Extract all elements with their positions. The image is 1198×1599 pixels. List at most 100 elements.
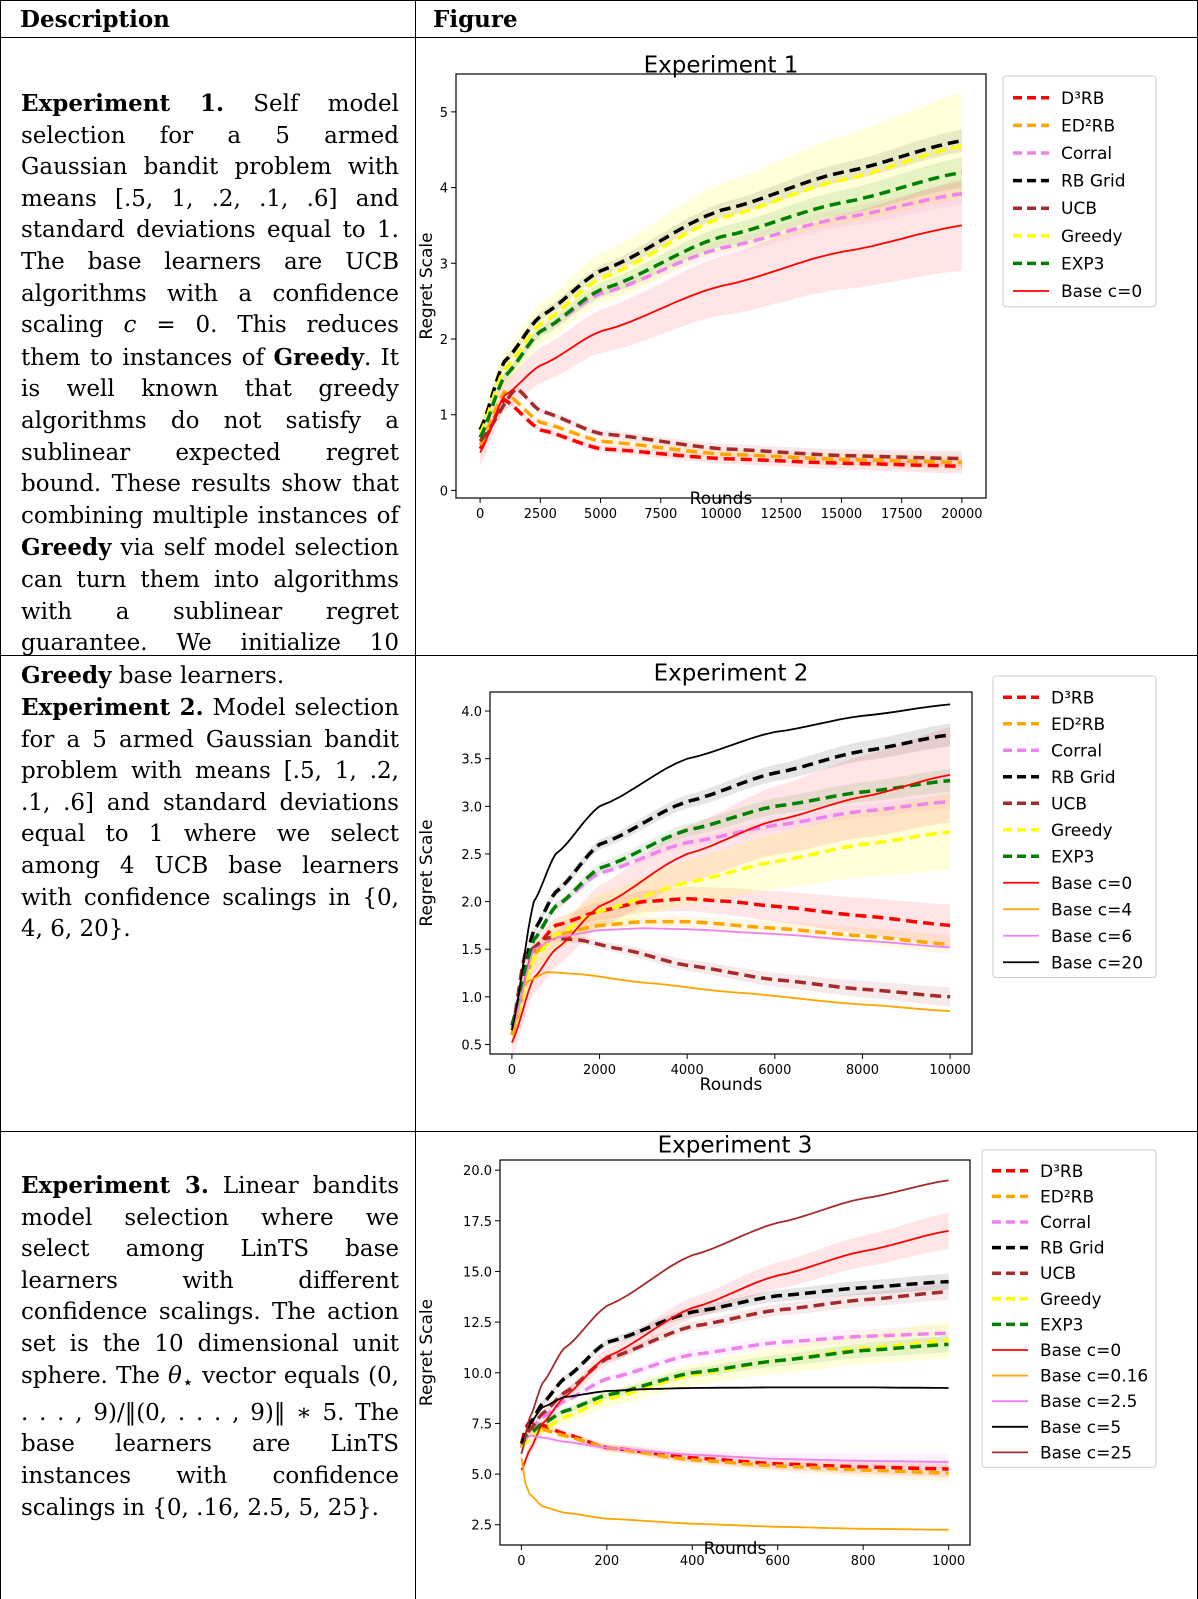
y-tick-label: 2: [440, 333, 448, 348]
y-tick-label: 2.0: [461, 896, 482, 911]
x-tick-label: 800: [851, 1554, 876, 1569]
legend-label: UCB: [1040, 1264, 1076, 1284]
header-description: Description: [20, 6, 170, 33]
y-tick-label: 5.0: [471, 1468, 492, 1483]
x-tick-label: 0: [508, 1063, 516, 1078]
legend-label: Base c=6: [1051, 927, 1132, 947]
x-tick-label: 200: [594, 1554, 619, 1569]
legend-label: RB Grid: [1051, 768, 1116, 788]
experiment-3-title: Experiment 3.: [21, 1172, 209, 1199]
legend-label: ED²RB: [1040, 1187, 1094, 1207]
experiment-3-figure: Experiment 30 200 400 600 800 10002.55.07.510…: [418, 1134, 1196, 1596]
legend-label: Greedy: [1051, 821, 1113, 841]
y-tick-label: 7.5: [471, 1417, 492, 1432]
experiment-1-title: Experiment 1.: [21, 90, 224, 117]
x-tick-label: 15000: [821, 507, 862, 522]
legend-label: Base c=0: [1040, 1341, 1121, 1361]
x-tick-label: 17500: [881, 507, 922, 522]
experiment-2-description: Experiment 2. Model selection for a 5 ar…: [21, 692, 399, 946]
legend-label: EXP3: [1061, 254, 1104, 274]
legend-label: D³RB: [1061, 89, 1104, 109]
y-tick-label: 12.5: [463, 1316, 492, 1331]
legend-label: RB Grid: [1061, 172, 1126, 192]
experiment-3-description: Experiment 3. Linear bandits model selec…: [21, 1170, 399, 1524]
header-figure: Figure: [433, 6, 518, 33]
y-tick-label: 1: [440, 409, 448, 424]
legend-label: RB Grid: [1040, 1239, 1105, 1259]
y-tick-label: 4: [440, 182, 448, 197]
y-tick-label: 15.0: [463, 1265, 492, 1280]
y-tick-label: 1.0: [461, 991, 482, 1006]
experiment-1-figure: Experiment 10 2500 5000 7500 10000 12500 15000…: [418, 40, 1196, 652]
x-tick-label: 2000: [583, 1063, 616, 1078]
legend-label: Base c=4: [1051, 900, 1132, 920]
y-tick-label: 3.0: [461, 800, 482, 815]
legend-label: UCB: [1051, 794, 1087, 814]
x-tick-label: 5000: [584, 507, 617, 522]
x-axis-label: Rounds: [704, 1539, 767, 1559]
y-tick-label: 17.5: [463, 1215, 492, 1230]
x-tick-label: 6000: [758, 1063, 791, 1078]
experiment-1-text: Self model selection for a 5 armed Gauss…: [21, 91, 399, 689]
y-tick-label: 2.5: [461, 848, 482, 863]
legend-label: Greedy: [1040, 1290, 1102, 1310]
legend-label: UCB: [1061, 199, 1097, 219]
x-tick-label: 12500: [761, 507, 802, 522]
table-rule-left: [0, 0, 1, 1599]
legend-label: Base c=5: [1040, 1418, 1121, 1438]
experiment-2-text: Model selection for a 5 armed Gaussian b…: [21, 695, 399, 942]
experiment-2-title: Experiment 2.: [21, 694, 204, 721]
legend-label: ED²RB: [1051, 715, 1105, 735]
table-rule-header: [0, 37, 1198, 38]
legend: D³RB ED²RB Corral RB Grid UCB Greedy EXP3 Base …: [982, 1150, 1156, 1467]
legend-label: Corral: [1061, 144, 1112, 164]
y-tick-label: 1.5: [461, 943, 482, 958]
x-axis-label: Rounds: [700, 1075, 763, 1095]
y-axis-label: Regret Scale: [418, 232, 437, 339]
legend-label: EXP3: [1051, 847, 1094, 867]
legend-label: Base c=0: [1051, 874, 1132, 894]
legend-label: Base c=0: [1061, 282, 1142, 302]
table-rule-row2: [0, 1131, 1198, 1132]
legend-label: Base c=0.16: [1040, 1367, 1148, 1387]
x-tick-label: 7500: [644, 507, 677, 522]
plot-area: [480, 93, 962, 474]
plot-area: [512, 704, 950, 1057]
x-tick-label: 8000: [846, 1063, 879, 1078]
table-rule-top: [0, 0, 1198, 1]
experiment-2-figure: Experiment 2 0 2000 4000 6000 8000 10000 0.5 1.0…: [418, 658, 1196, 1128]
legend-label: Base c=25: [1040, 1443, 1132, 1463]
legend-label: Greedy: [1061, 227, 1123, 247]
legend: D³RB ED²RB Corral RB Grid UCB Greedy EXP3 Base …: [993, 676, 1156, 978]
y-axis-label: Regret Scale: [418, 1299, 437, 1406]
x-tick-label: 600: [765, 1554, 790, 1569]
x-tick-label: 400: [680, 1554, 705, 1569]
experiment-1-description: Experiment 1. Self model selection for a…: [21, 88, 399, 692]
y-tick-label: 20.0: [463, 1164, 492, 1179]
series-band-4: [512, 934, 950, 1033]
legend-label: Base c=20: [1051, 953, 1143, 973]
table-rule-middle: [415, 0, 416, 1599]
y-tick-label: 3.5: [461, 753, 482, 768]
legend-label: D³RB: [1051, 688, 1094, 708]
experiment-3-text: Linear bandits model selection where we …: [21, 1173, 399, 1521]
plot-area: [521, 1180, 948, 1530]
legend-label: Base c=2.5: [1040, 1392, 1137, 1412]
x-tick-label: 2500: [524, 507, 557, 522]
y-tick-label: 0: [440, 484, 448, 499]
y-tick-label: 10.0: [463, 1367, 492, 1382]
y-axis-label: Regret Scale: [418, 819, 437, 926]
x-tick-label: 1000: [932, 1554, 965, 1569]
y-tick-label: 0.5: [461, 1038, 482, 1053]
x-tick-label: 20000: [941, 507, 982, 522]
legend: D³RB ED²RB Corral RB Grid UCB Greedy EXP3 Base …: [1003, 76, 1156, 307]
series-line-8: [512, 972, 950, 1035]
y-tick-label: 4.0: [461, 705, 482, 720]
y-tick-label: 3: [440, 257, 448, 272]
legend-label: ED²RB: [1061, 116, 1115, 136]
x-tick-label: 0: [476, 507, 484, 522]
legend-label: D³RB: [1040, 1162, 1083, 1182]
x-axis-label: Rounds: [690, 489, 753, 509]
legend-label: Corral: [1051, 741, 1102, 761]
chart-title: Experiment 3: [658, 1134, 813, 1159]
